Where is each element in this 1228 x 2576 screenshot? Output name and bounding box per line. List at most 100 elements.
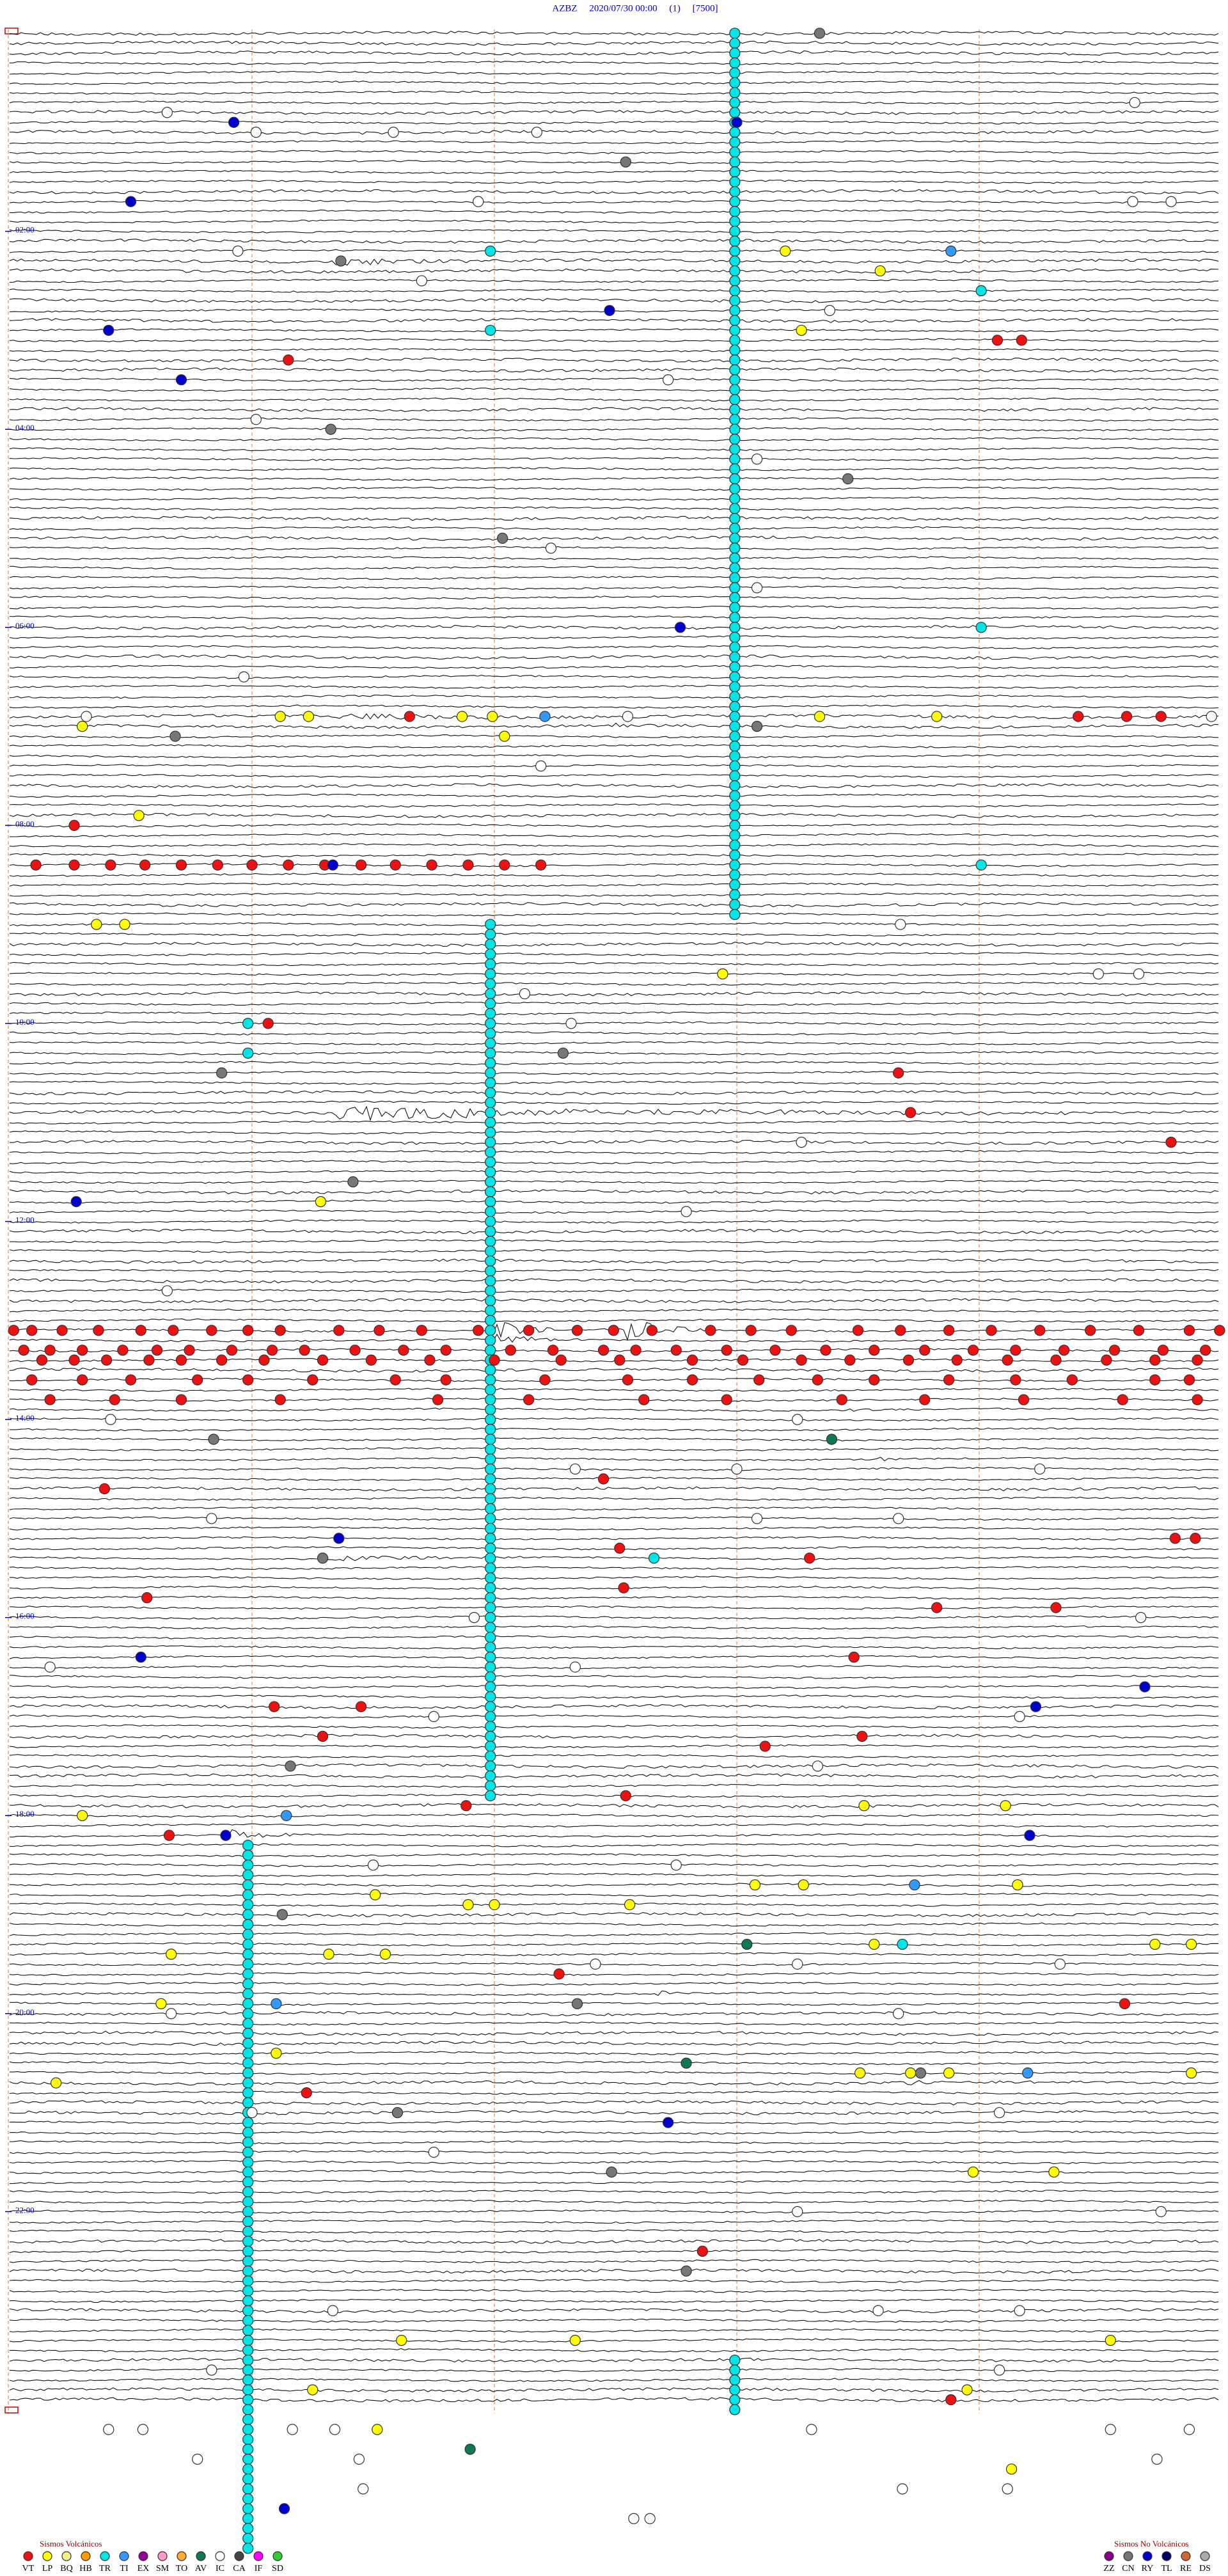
event-marker	[485, 1384, 496, 1396]
event-marker	[869, 1345, 880, 1356]
event-marker	[1155, 711, 1167, 722]
event-marker	[751, 720, 763, 732]
event-marker	[729, 483, 741, 494]
legend-code: LP	[42, 2564, 53, 2573]
event-marker	[242, 2513, 254, 2524]
event-marker	[1165, 196, 1177, 207]
event-marker	[485, 1453, 496, 1465]
trace	[9, 1853, 1219, 1858]
trace	[9, 317, 1219, 323]
trace	[9, 2348, 1219, 2353]
trace	[9, 1704, 1219, 1709]
event-marker	[729, 423, 741, 435]
event-marker	[327, 2305, 338, 2316]
trace	[9, 446, 1219, 452]
event-marker	[1050, 1354, 1062, 1366]
event-marker	[729, 28, 741, 39]
event-marker	[192, 1374, 203, 1386]
event-marker	[1014, 2305, 1025, 2316]
trace	[9, 90, 1219, 95]
event-marker	[485, 1215, 496, 1228]
event-marker	[943, 2067, 955, 2079]
trace	[9, 388, 1219, 392]
event-marker	[943, 1374, 955, 1386]
event-marker	[460, 1800, 472, 1812]
event-marker	[242, 1938, 254, 1950]
legend-swatch	[196, 2551, 206, 2561]
event-marker	[404, 711, 415, 722]
legend-code: RE	[1180, 2564, 1192, 2573]
event-marker	[485, 1641, 496, 1653]
legend-code: BQ	[60, 2564, 72, 2573]
event-marker	[729, 2374, 741, 2386]
event-marker	[192, 2453, 203, 2465]
trace	[9, 170, 1219, 174]
event-marker	[729, 463, 741, 475]
event-marker	[307, 2384, 319, 2396]
event-marker	[485, 1097, 496, 1109]
event-marker	[729, 47, 741, 59]
event-marker	[729, 760, 741, 772]
event-marker	[242, 2087, 254, 2099]
trace	[9, 2289, 1219, 2293]
trace	[9, 1813, 1219, 1818]
event-marker	[674, 622, 686, 633]
event-marker	[826, 1434, 838, 1445]
trace	[9, 457, 1219, 461]
event-marker	[432, 1394, 444, 1405]
event-marker	[242, 1018, 254, 1029]
trace	[9, 109, 1219, 115]
event-marker	[854, 2067, 866, 2079]
event-marker	[1012, 1879, 1023, 1891]
event-marker	[242, 1879, 254, 1891]
event-marker	[283, 354, 294, 366]
trace	[9, 189, 1219, 194]
event-marker	[485, 1582, 496, 1593]
event-marker	[485, 958, 496, 970]
event-marker	[1192, 1394, 1203, 1405]
trace	[9, 129, 1219, 135]
event-marker	[287, 2424, 298, 2435]
event-marker	[485, 1275, 496, 1287]
trace	[9, 2229, 1219, 2234]
event-marker	[93, 1325, 104, 1336]
event-marker	[242, 2166, 254, 2178]
event-marker	[824, 304, 835, 317]
trace	[9, 1990, 1219, 1996]
trace	[9, 1051, 1219, 1055]
event-marker	[729, 819, 741, 831]
event-marker	[729, 453, 741, 465]
event-marker	[986, 1325, 997, 1336]
trace	[9, 1258, 1219, 1264]
event-marker	[242, 2256, 254, 2267]
event-marker	[212, 859, 223, 871]
legend-swatch	[234, 2551, 244, 2561]
event-marker	[242, 1948, 254, 1960]
event-marker	[117, 1345, 129, 1356]
event-marker	[242, 2057, 254, 2069]
event-marker	[485, 1651, 496, 1663]
event-marker	[485, 1126, 496, 1138]
event-marker	[487, 711, 498, 722]
event-marker	[681, 2265, 692, 2277]
event-marker	[729, 37, 741, 49]
event-marker	[662, 374, 674, 386]
event-marker	[1010, 1374, 1021, 1386]
event-marker	[951, 1354, 963, 1366]
trace	[10, 565, 1219, 571]
event-marker	[374, 1325, 385, 1336]
event-marker	[242, 1869, 254, 1881]
event-marker	[1165, 1137, 1177, 1148]
event-marker	[539, 711, 551, 722]
event-marker	[426, 859, 437, 871]
event-marker	[485, 1463, 496, 1475]
event-marker	[143, 1354, 155, 1366]
event-marker	[485, 324, 496, 336]
trace	[9, 1486, 1219, 1492]
trace	[9, 297, 1219, 303]
event-marker	[919, 1394, 931, 1405]
event-marker	[100, 1354, 113, 1366]
trace	[9, 1586, 1219, 1590]
event-marker	[729, 790, 741, 802]
event-marker	[729, 176, 741, 187]
